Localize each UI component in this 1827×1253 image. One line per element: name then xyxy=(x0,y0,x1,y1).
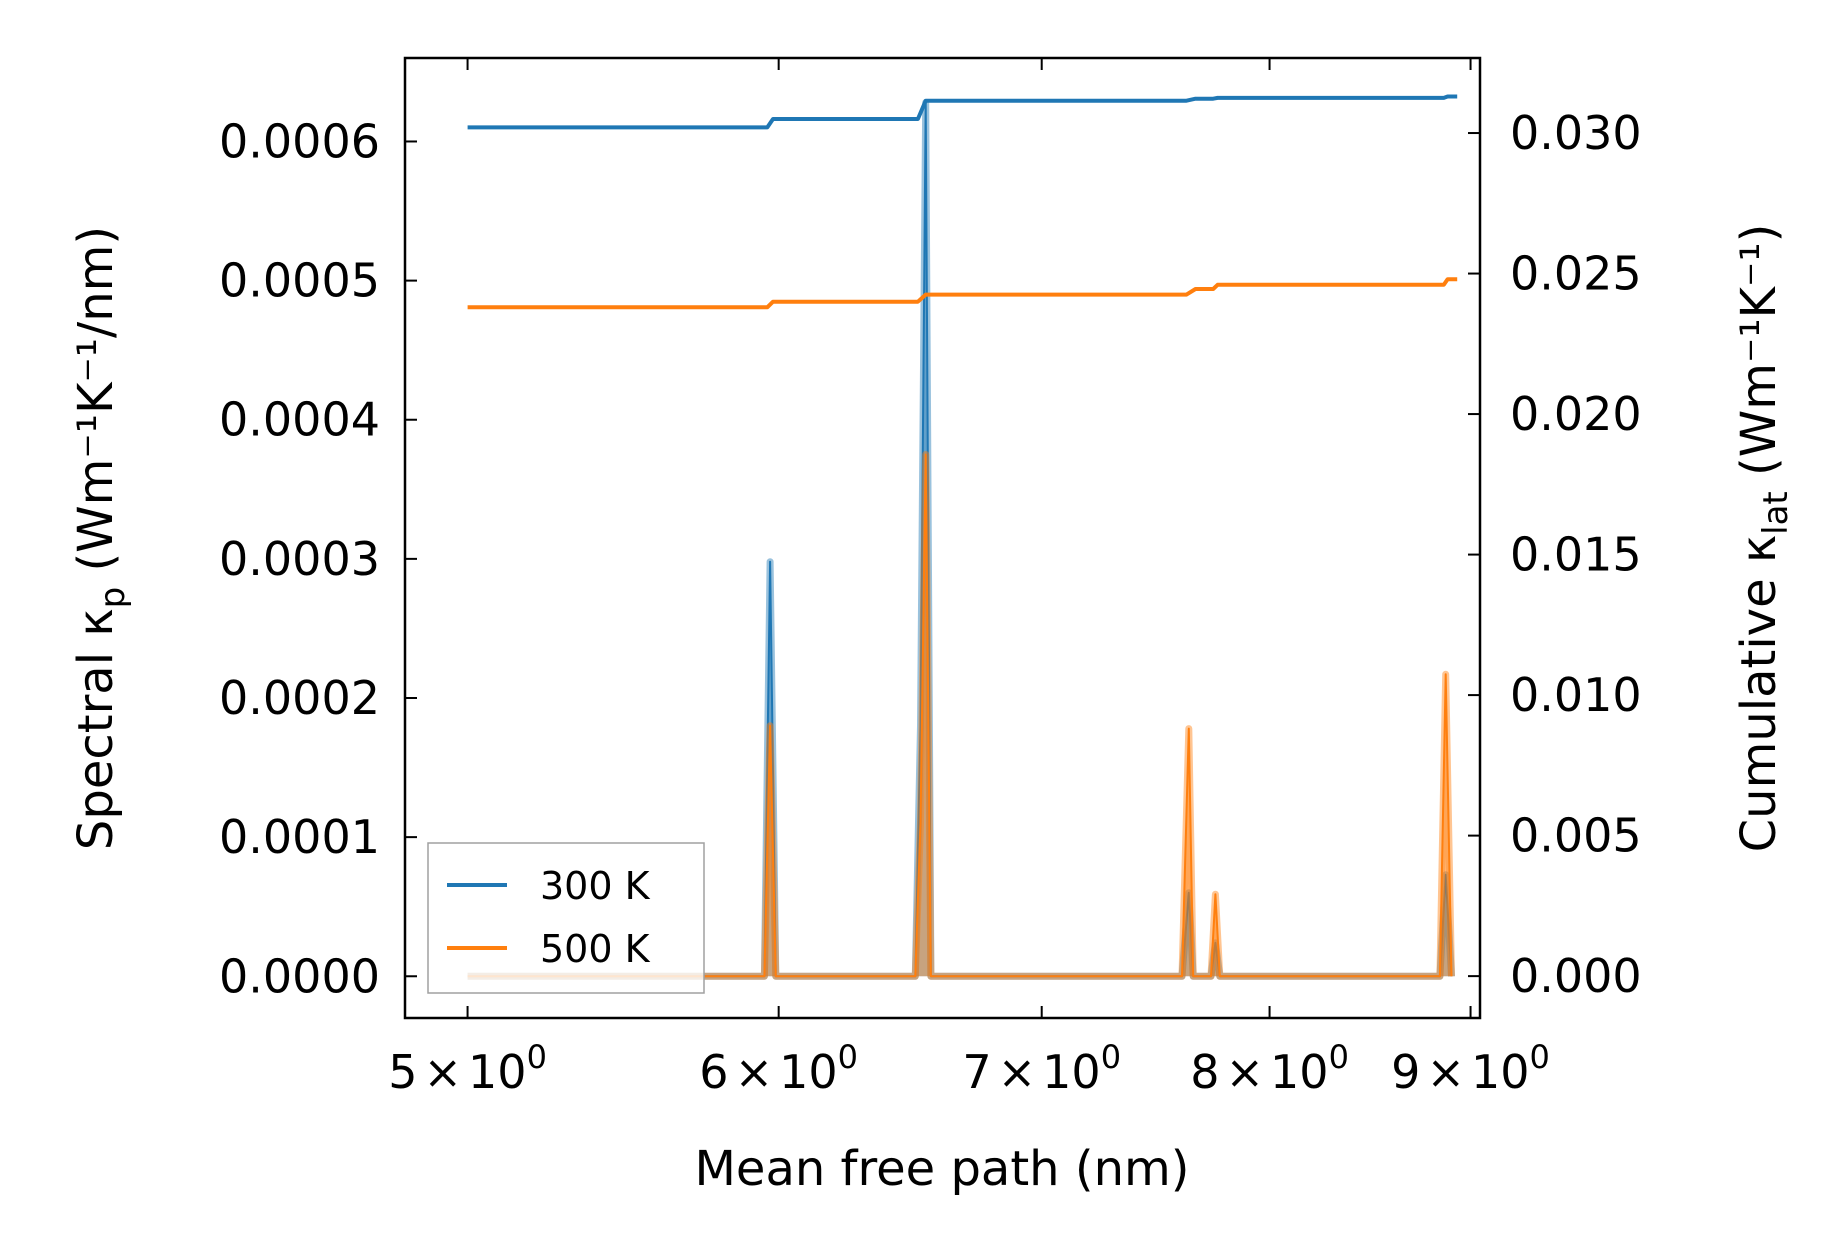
right-y-axis-title: Cumulative κlat (Wm⁻¹K⁻¹) xyxy=(1731,224,1796,853)
x-tick-exponent: 0 xyxy=(1101,1038,1121,1076)
x-tick-times: × xyxy=(735,1045,774,1099)
x-tick-mantissa: 7 xyxy=(962,1045,991,1099)
right-y-title-unit: (Wm⁻¹K⁻¹) xyxy=(1731,224,1787,492)
x-tick-mantissa: 5 xyxy=(388,1045,417,1099)
x-tick-label-7: 7 × 100 xyxy=(962,1038,1121,1099)
x-tick-mantissa: 8 xyxy=(1190,1045,1219,1099)
x-tick-label-9: 9 × 100 xyxy=(1391,1038,1550,1099)
x-tick-exponent: 0 xyxy=(1530,1038,1550,1076)
left-y-axis-title: Spectral κp (Wm⁻¹K⁻¹/nm) xyxy=(68,226,133,850)
x-tick-mantissa: 9 xyxy=(1391,1045,1420,1099)
right-y-tick-label: 0.015 xyxy=(1510,528,1642,582)
legend-label-500k: 500 K xyxy=(540,927,651,971)
right-y-title-subscript: lat xyxy=(1756,491,1796,535)
x-tick-exponent: 0 xyxy=(838,1038,858,1076)
x-tick-label-6: 6 × 100 xyxy=(699,1038,858,1099)
legend-box xyxy=(427,842,705,994)
left-y-title-subscript: p xyxy=(93,587,133,609)
cumulative-series-group xyxy=(467,94,1458,310)
x-tick-times: × xyxy=(1426,1045,1465,1099)
x-tick-mantissa: 6 xyxy=(699,1045,728,1099)
left-y-tick-label: 0.0001 xyxy=(219,810,380,864)
left-y-tick-label: 0.0006 xyxy=(219,114,380,168)
spectral-series-group xyxy=(467,99,1455,980)
x-tick-exponent: 0 xyxy=(1329,1038,1349,1076)
x-axis-title: Mean free path (nm) xyxy=(695,1141,1190,1197)
legend-label-300k: 300 K xyxy=(540,864,651,908)
right-y-tick-label: 0.010 xyxy=(1510,668,1642,722)
x-tick-times: × xyxy=(998,1045,1037,1099)
x-tick-times: × xyxy=(423,1045,462,1099)
spectral-line-500k xyxy=(467,453,1453,978)
left-y-tick-label: 0.0004 xyxy=(219,393,380,447)
x-tick-label-8: 8 × 100 xyxy=(1190,1038,1349,1099)
cumulative-line-500k xyxy=(467,277,1458,310)
x-tick-exponent: 0 xyxy=(527,1038,547,1076)
x-tick-base: 10 xyxy=(468,1045,527,1099)
x-tick-base: 10 xyxy=(779,1045,838,1099)
x-tick-label-5: 5 × 100 xyxy=(388,1038,547,1099)
legend: 300 K 500 K xyxy=(427,842,705,994)
left-y-title-unit: (Wm⁻¹K⁻¹/nm) xyxy=(68,226,124,587)
right-y-title-prefix: Cumulative κ xyxy=(1731,535,1787,853)
right-y-tick-label: 0.005 xyxy=(1510,809,1642,863)
left-y-title-prefix: Spectral κ xyxy=(68,608,124,850)
x-tick-base: 10 xyxy=(1471,1045,1530,1099)
right-y-tick-label: 0.025 xyxy=(1510,247,1642,301)
left-y-tick-label: 0.0000 xyxy=(219,949,380,1003)
plot-frame xyxy=(403,56,1482,1020)
right-y-tick-label: 0.020 xyxy=(1510,387,1642,441)
left-y-tick-label: 0.0002 xyxy=(219,671,380,725)
left-y-tick-label: 0.0005 xyxy=(219,254,380,308)
x-tick-base: 10 xyxy=(1042,1045,1101,1099)
left-y-tick-label: 0.0003 xyxy=(219,532,380,586)
cumulative-line-300k xyxy=(467,94,1458,130)
tick-group: 5 × 100 6 × 100 7 × 100 8 × 100 9 × 1000.00000.00010.0… xyxy=(219,58,1642,1099)
x-tick-times: × xyxy=(1225,1045,1264,1099)
right-y-tick-label: 0.000 xyxy=(1510,949,1642,1003)
x-tick-base: 10 xyxy=(1270,1045,1329,1099)
right-y-tick-label: 0.030 xyxy=(1510,106,1642,160)
